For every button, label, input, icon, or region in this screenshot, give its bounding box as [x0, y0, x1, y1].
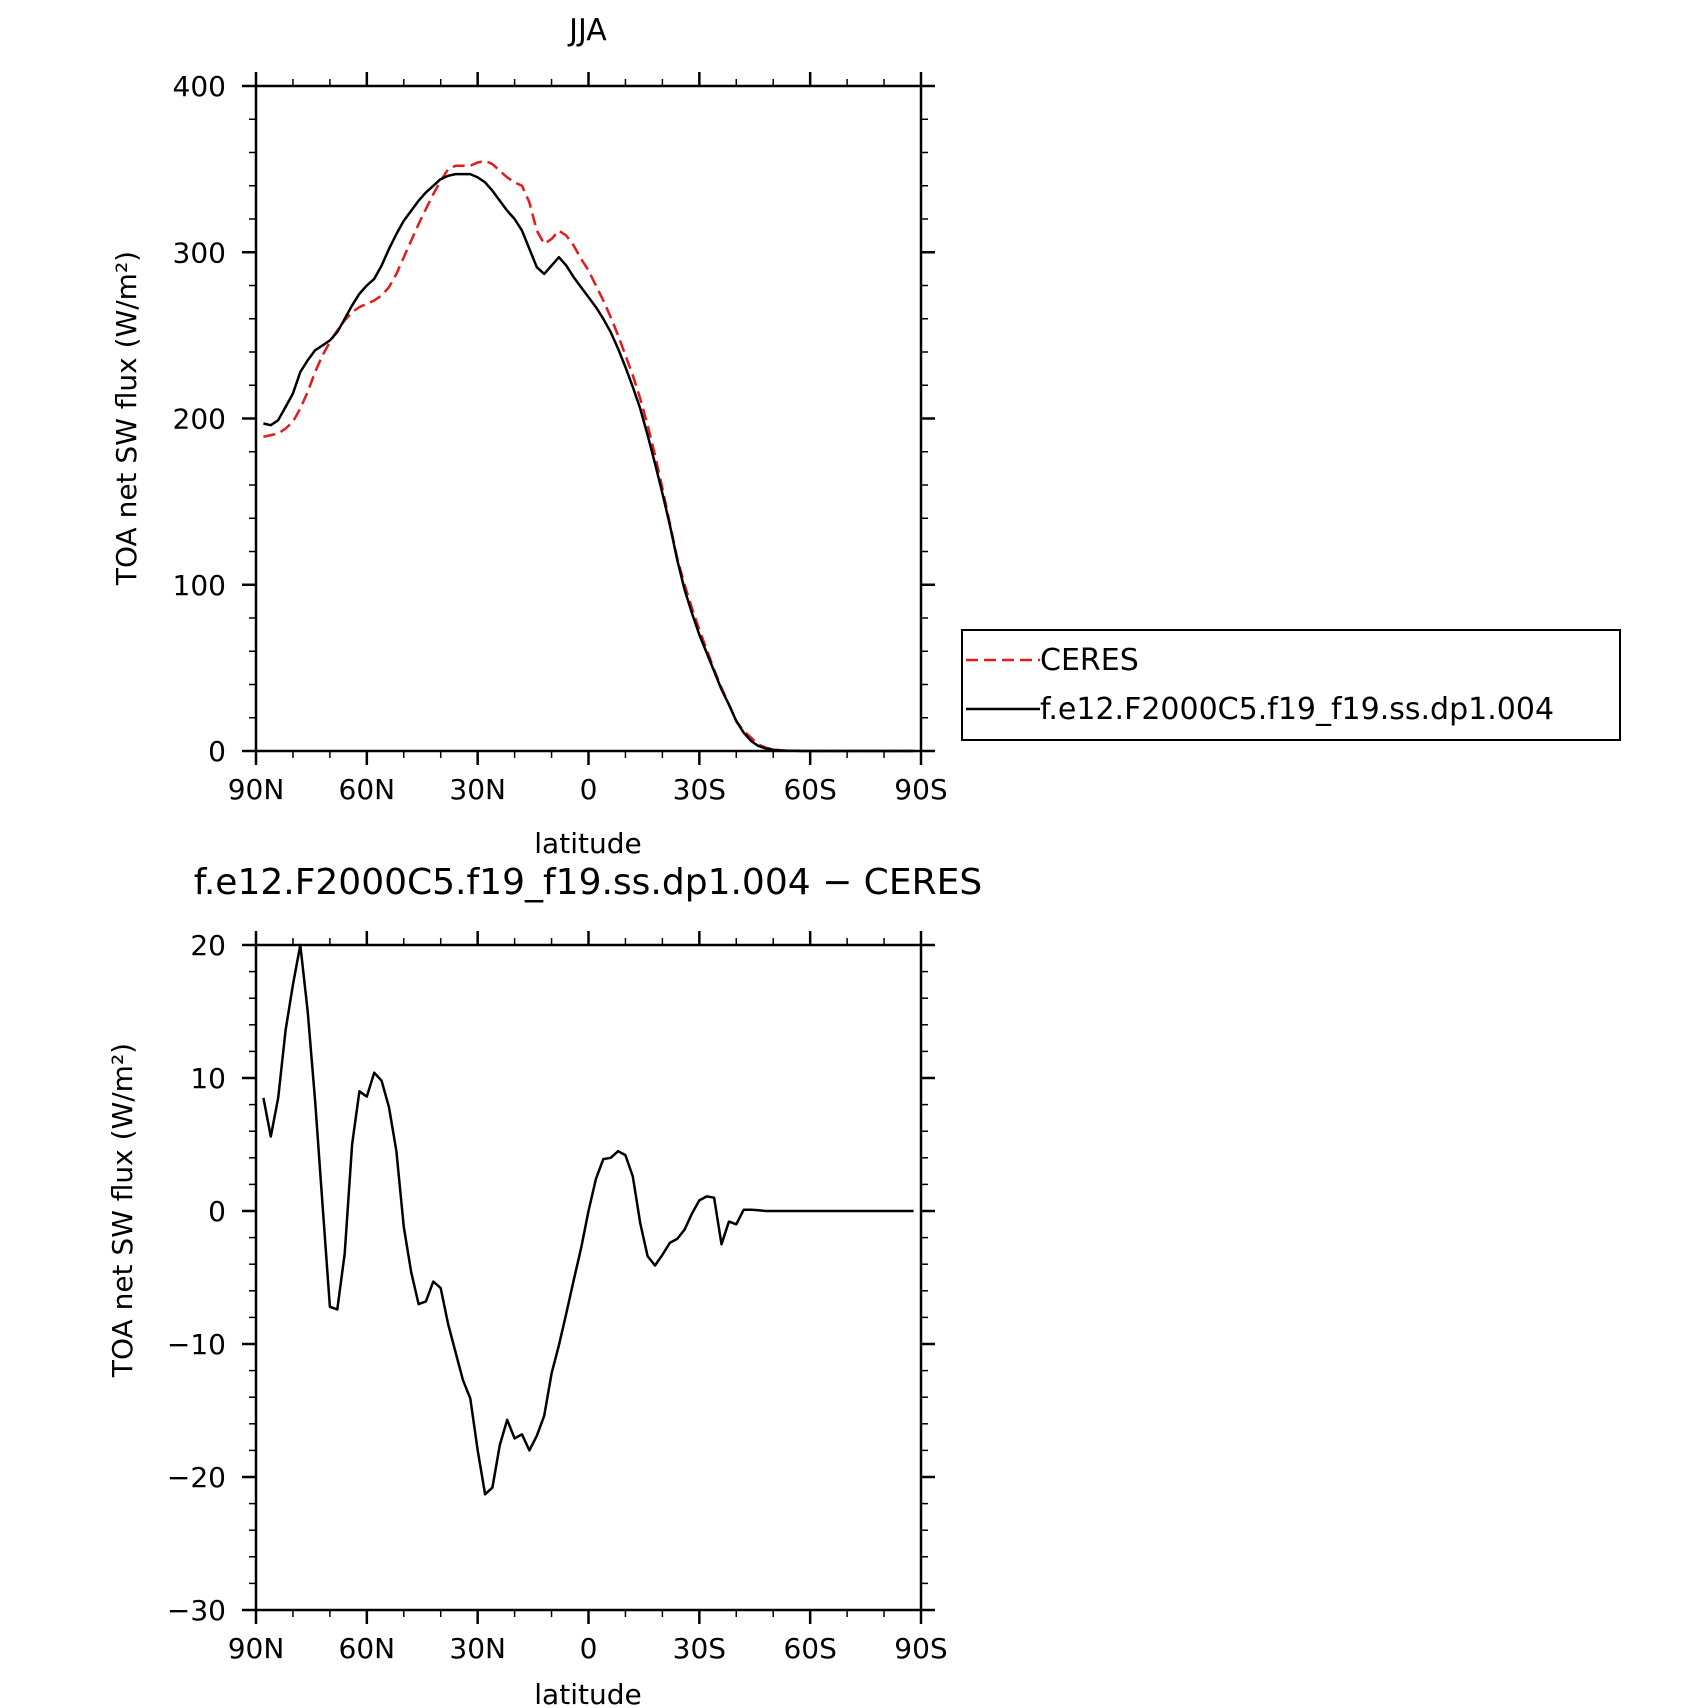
bottom-y-tick-label: 10 — [190, 1062, 226, 1095]
top-series-line-f-e12-f2000c5-f19-f19-ss-dp1-004 — [263, 172, 914, 753]
top-x-tick-label: 0 — [580, 773, 598, 806]
top-y-tick-label: 300 — [173, 236, 226, 269]
bottom-x-axis-label: latitude — [534, 1678, 641, 1708]
top-panel: JJA latitude TOA net SW flux (W/m²) 90N 6… — [110, 13, 948, 860]
top-chart-title: JJA — [567, 13, 607, 48]
bottom-x-tick-label: 90N — [228, 1632, 285, 1665]
top-y-axis-label: TOA net SW flux (W/m²) — [110, 251, 143, 586]
legend-label-ceres: CERES — [1040, 643, 1139, 678]
bottom-x-tick-label: 60S — [783, 1632, 836, 1665]
legend-label-model: f.e12.F2000C5.f19_f19.ss.dp1.004 — [1040, 692, 1554, 727]
bottom-y-tick-label: 20 — [190, 929, 226, 962]
bottom-y-axis-label: TOA net SW flux (W/m²) — [106, 1043, 139, 1378]
bottom-y-tick-label: −30 — [167, 1594, 226, 1627]
top-x-axis-label: latitude — [534, 827, 641, 860]
bottom-x-tick-label: 30N — [449, 1632, 506, 1665]
top-x-tick-label: 60S — [783, 773, 836, 806]
bottom-panel: f.e12.F2000C5.f19_f19.ss.dp1.004 − CERES… — [106, 862, 982, 1708]
bottom-y-tick-label: −20 — [167, 1461, 226, 1494]
legend-box — [961, 629, 1621, 741]
top-x-tick-label: 30S — [673, 773, 726, 806]
bottom-plot-area: 90N 60N 30N 0 30S 60S 90S −30 −20 −10 0 10 20 — [167, 929, 948, 1665]
bottom-series-line-difference — [262, 943, 914, 1496]
bottom-plot-frame — [254, 943, 923, 1612]
top-x-tick-label: 30N — [449, 773, 506, 806]
top-y-tick-label: 0 — [208, 735, 226, 768]
bottom-chart-title: f.e12.F2000C5.f19_f19.ss.dp1.004 − CERES — [194, 862, 982, 903]
top-plot-area: 90N 60N 30N 0 30S 60S 90S 0 100 200 300 400 — [173, 70, 948, 806]
top-y-tick-label: 400 — [173, 70, 226, 103]
top-plot-frame — [254, 84, 923, 753]
bottom-y-tick-label: −10 — [167, 1328, 226, 1361]
top-series-line-ceres — [263, 159, 914, 753]
top-x-tick-label: 60N — [339, 773, 396, 806]
top-y-tick-label: 100 — [173, 569, 226, 602]
top-x-tick-label: 90N — [228, 773, 285, 806]
top-y-tick-label: 200 — [173, 403, 226, 436]
top-x-tick-label: 90S — [894, 773, 947, 806]
bottom-x-tick-label: 90S — [894, 1632, 947, 1665]
bottom-x-tick-label: 30S — [673, 1632, 726, 1665]
bottom-x-tick-label: 0 — [580, 1632, 598, 1665]
bottom-y-tick-label: 0 — [208, 1195, 226, 1228]
legend: CERES f.e12.F2000C5.f19_f19.ss.dp1.004 — [961, 629, 1621, 741]
bottom-x-tick-label: 60N — [339, 1632, 396, 1665]
